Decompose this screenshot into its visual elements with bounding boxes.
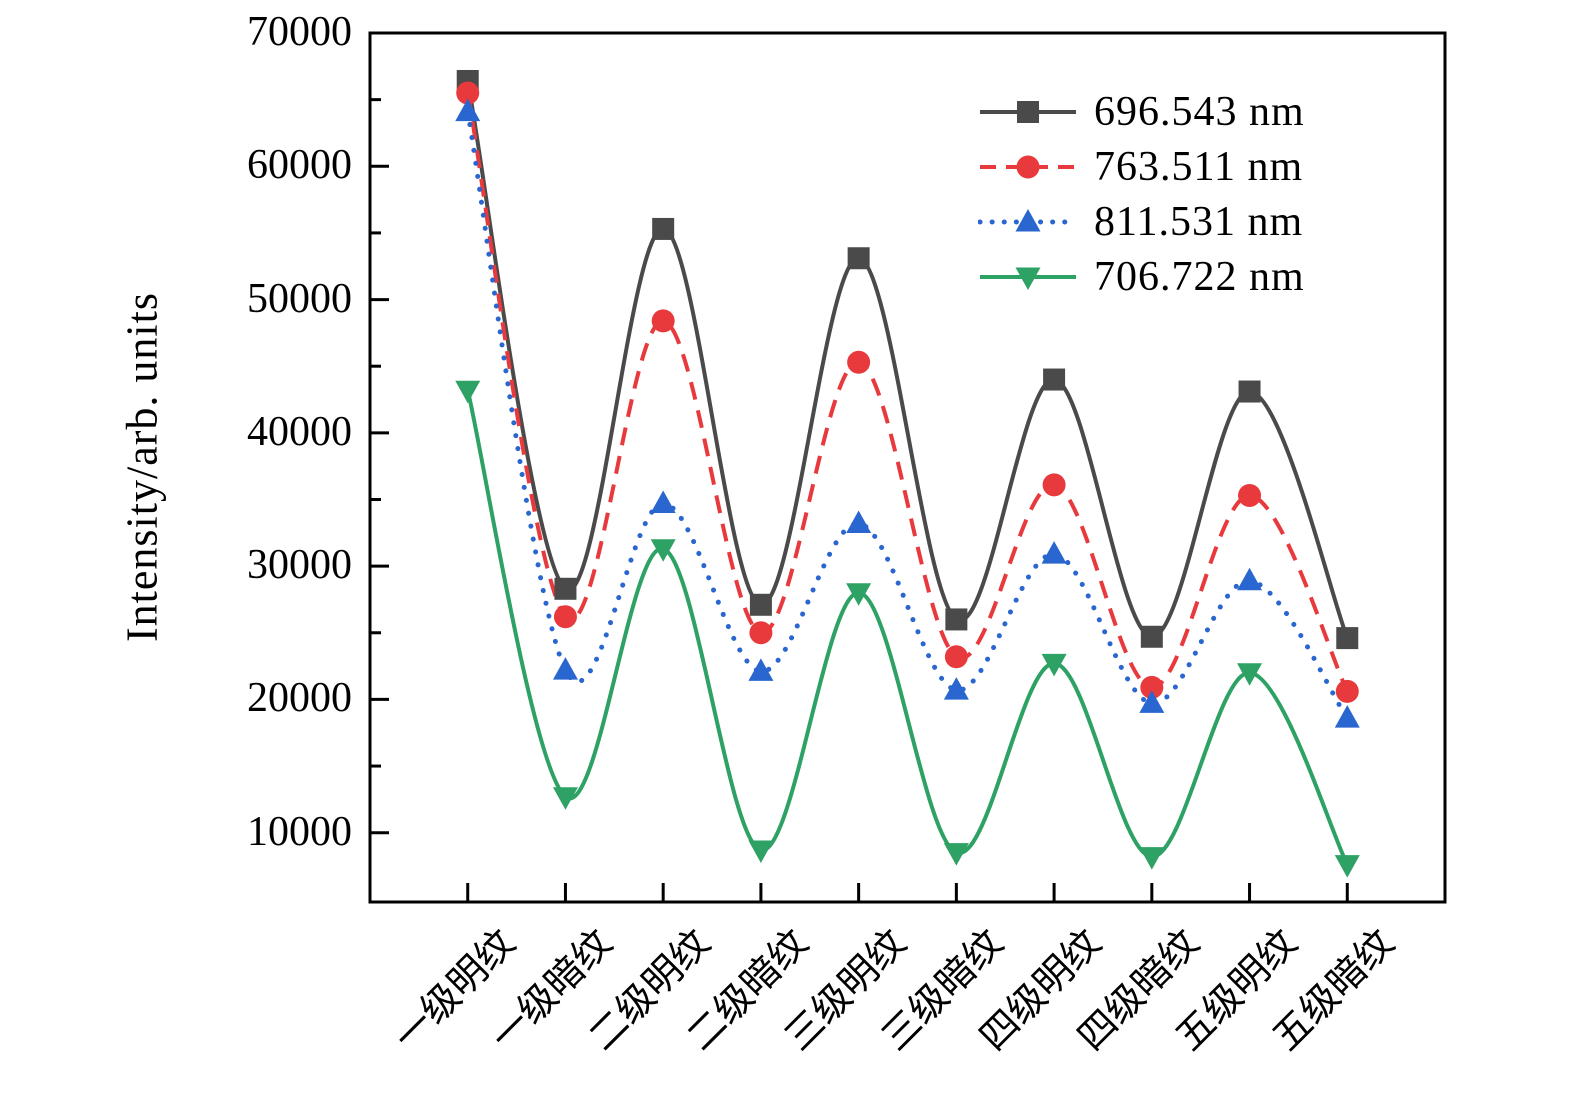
series-markers-3 <box>455 380 1360 878</box>
y-tick-label: 60000 <box>247 142 352 189</box>
legend: 696.543 nm 763.511 nm 811.531 nm 706.722… <box>978 84 1305 304</box>
legend-line-sample <box>980 155 1076 178</box>
y-axis-title: Intensity/arb. units <box>117 292 167 642</box>
legend-item: 696.543 nm <box>978 84 1305 139</box>
plot-frame <box>368 31 1447 904</box>
y-tick-label: 50000 <box>247 275 352 322</box>
legend-item: 811.531 nm <box>978 194 1305 249</box>
legend-line-sample <box>980 267 1076 290</box>
legend-line-sample <box>978 208 1078 231</box>
y-tick-label: 30000 <box>247 542 352 589</box>
y-tick-label: 20000 <box>247 675 352 722</box>
series-markers-1 <box>456 81 1359 703</box>
y-tick-label: 40000 <box>247 408 352 455</box>
legend-label: 706.722 nm <box>1094 253 1305 300</box>
series-line-3 <box>465 389 1350 866</box>
series-line-0 <box>465 80 1350 639</box>
series-markers-2 <box>455 98 1360 728</box>
y-tick-label: 10000 <box>247 808 352 855</box>
axis-ticks <box>371 31 1349 901</box>
series-markers-0 <box>456 69 1359 650</box>
legend-line-sample <box>980 100 1076 123</box>
legend-item: 706.722 nm <box>978 249 1305 304</box>
legend-label: 811.531 nm <box>1094 198 1304 245</box>
legend-item: 763.511 nm <box>978 139 1305 194</box>
y-tick-label: 70000 <box>247 9 352 56</box>
legend-label: 763.511 nm <box>1094 143 1304 190</box>
legend-label: 696.543 nm <box>1094 88 1305 135</box>
